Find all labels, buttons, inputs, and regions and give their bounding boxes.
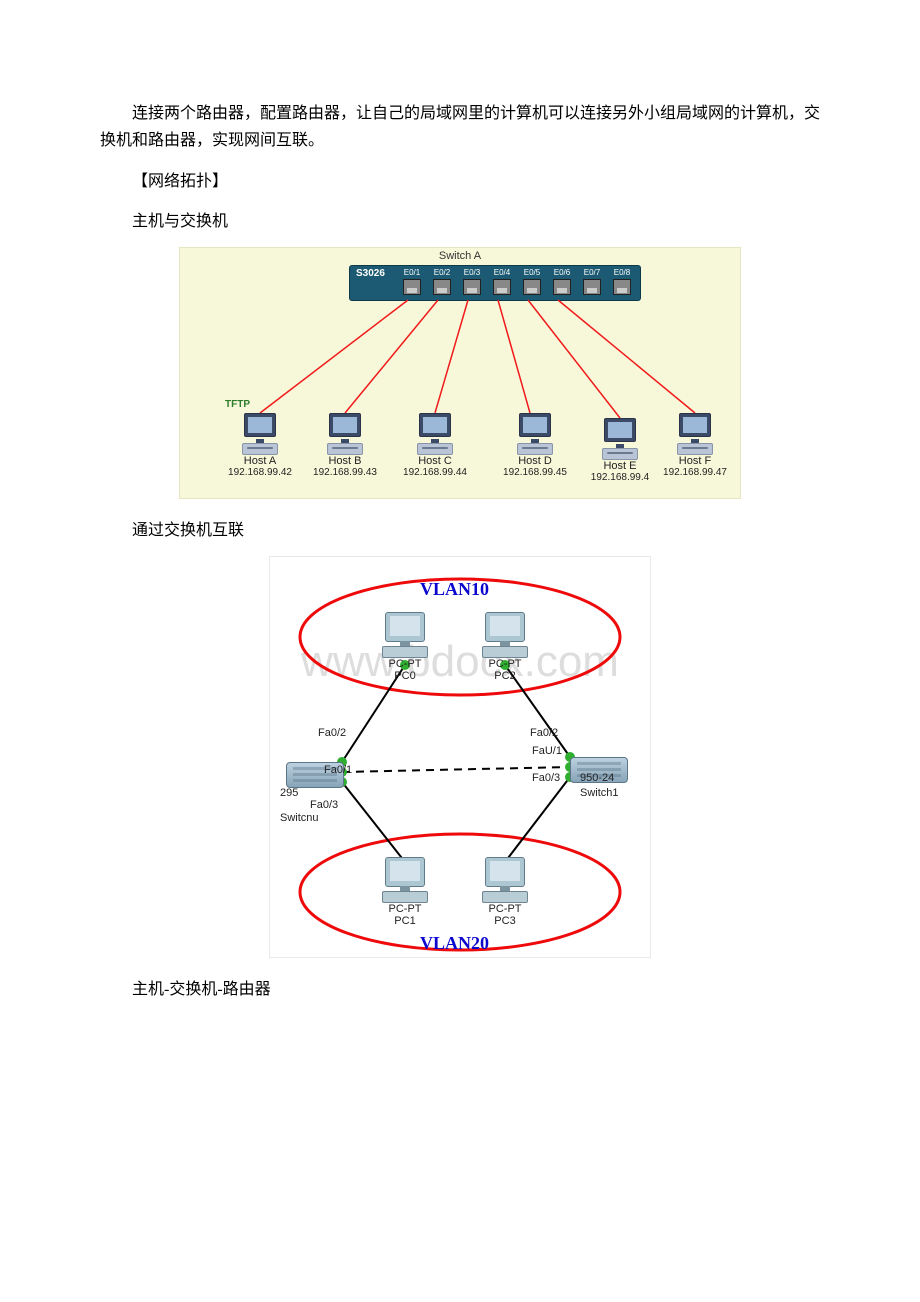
host-switch-router-heading: 主机-交换机-路由器 — [100, 976, 820, 1003]
intro-paragraph: 连接两个路由器，配置路由器，让自己的局域网里的计算机可以连接另外小组局域网的计算… — [100, 100, 820, 154]
host-pc: Host C192.168.99.44 — [400, 413, 470, 478]
switch-interconnect-heading: 通过交换机互联 — [100, 517, 820, 544]
port-label: Fa0/3 — [310, 799, 338, 811]
vlan-label: VLAN10 — [420, 579, 489, 600]
port-label: Fa0/2 — [318, 727, 346, 739]
host-name: Host C — [400, 455, 470, 467]
host-name: Host E — [585, 460, 655, 472]
pc-icon — [600, 418, 640, 458]
host-pc: Host D192.168.99.45 — [500, 413, 570, 478]
document-page: 连接两个路由器，配置路由器，让自己的局域网里的计算机可以连接另外小组局域网的计算… — [0, 0, 920, 1075]
port-label: FaU/1 — [532, 745, 562, 757]
pc-name: PC2 — [480, 670, 530, 682]
pc-node: PC-PTPC0 — [380, 612, 430, 682]
pc-icon — [240, 413, 280, 453]
host-name: Host B — [310, 455, 380, 467]
topology-heading: 【网络拓扑】 — [100, 168, 820, 195]
pc-icon — [480, 857, 530, 903]
pc-name: PC1 — [380, 915, 430, 927]
host-pc: Host E192.168.99.4 — [585, 418, 655, 483]
pc-icon — [380, 612, 430, 658]
pc-icon — [515, 413, 555, 453]
pc-icon — [380, 857, 430, 903]
pc-type-label: PC-PT — [480, 903, 530, 915]
pc-name: PC3 — [480, 915, 530, 927]
host-badge: TFTP — [225, 399, 250, 410]
vlan-label: VLAN20 — [420, 933, 489, 954]
host-pc: Host B192.168.99.43 — [310, 413, 380, 478]
pc-icon — [675, 413, 715, 453]
host-name: Host F — [660, 455, 730, 467]
figure-1: Switch AS3026E0/1E0/2E0/3E0/4E0/5E0/6E0/… — [100, 247, 820, 499]
host-switch-heading: 主机与交换机 — [100, 208, 820, 235]
host-pc: Host F192.168.99.47 — [660, 413, 730, 478]
host-ip: 192.168.99.43 — [310, 467, 380, 478]
figure-2: www.bdocx.comVLAN10VLAN20PC-PTPC0PC-PTPC… — [100, 556, 820, 958]
host-ip: 192.168.99.44 — [400, 467, 470, 478]
pc-node: PC-PTPC1 — [380, 857, 430, 927]
pc-type-label: PC-PT — [480, 658, 530, 670]
pc-node: PC-PTPC2 — [480, 612, 530, 682]
pc-icon — [325, 413, 365, 453]
pc-icon — [480, 612, 530, 658]
switch-label: Switch1 — [580, 787, 619, 799]
port-label: Fa0/1 — [324, 764, 352, 776]
pc-node: PC-PTPC3 — [480, 857, 530, 927]
switch-label: Switcnu — [280, 812, 319, 824]
host-ip: 192.168.99.45 — [500, 467, 570, 478]
port-label: Fa0/2 — [530, 727, 558, 739]
host-name: Host A — [225, 455, 295, 467]
host-name: Host D — [500, 455, 570, 467]
host-ip: 192.168.99.4 — [585, 472, 655, 483]
pc-type-label: PC-PT — [380, 903, 430, 915]
host-ip: 192.168.99.47 — [660, 467, 730, 478]
pc-icon — [415, 413, 455, 453]
host-ip: 192.168.99.42 — [225, 467, 295, 478]
switch-label: 295 — [280, 787, 298, 799]
port-label: Fa0/3 — [532, 772, 560, 784]
pc-type-label: PC-PT — [380, 658, 430, 670]
pc-name: PC0 — [380, 670, 430, 682]
switch-label: 950-24 — [580, 772, 614, 784]
host-pc: TFTPHost A192.168.99.42 — [225, 413, 295, 478]
